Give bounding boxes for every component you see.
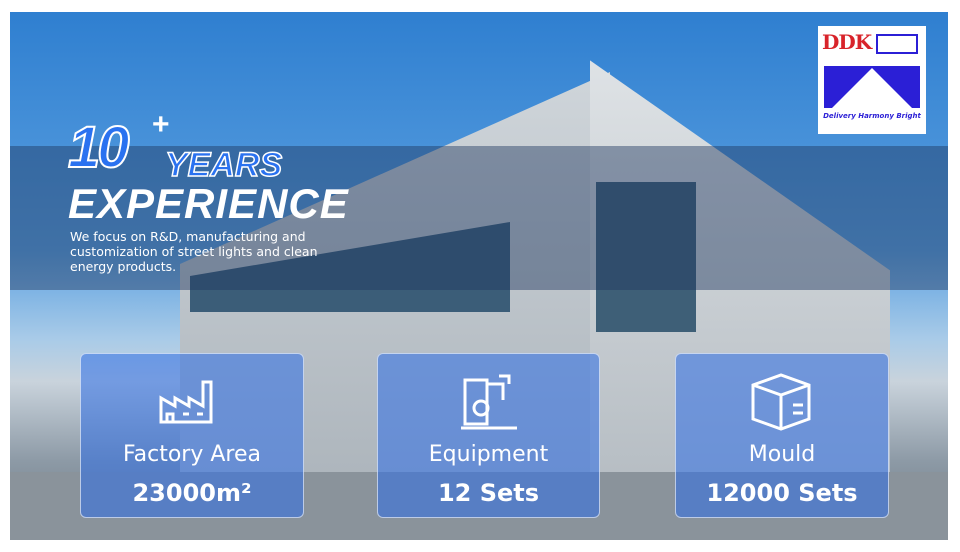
machine-icon — [378, 366, 599, 436]
stat-label: Mould — [748, 442, 816, 467]
logo-brand: DDK — [822, 30, 872, 54]
sign-icon — [876, 34, 918, 54]
stat-value: 12 Sets — [437, 479, 540, 507]
plus-sign: + — [152, 108, 170, 141]
experience-heading: EXPERIENCE — [68, 180, 349, 227]
factory-icon — [81, 366, 303, 436]
text-band — [10, 146, 948, 290]
stat-card-equipment: Equipment 12 Sets — [377, 353, 600, 518]
years-label: YEARS — [164, 145, 283, 185]
stat-label: Equipment — [428, 442, 549, 467]
logo-tagline: Delivery Harmony Bright — [823, 112, 921, 120]
stat-card-mould: Mould 12000 Sets — [675, 353, 889, 518]
stat-value: 12000 Sets — [706, 479, 858, 507]
company-description: We focus on R&D, manufacturing and custo… — [70, 229, 318, 274]
stat-value: 23000m² — [132, 479, 252, 507]
stat-card-factory: Factory Area 23000m² — [80, 353, 304, 518]
years-number: 10 — [67, 114, 130, 181]
box-icon — [676, 366, 888, 436]
ddk-logo: DDK Delivery Harmony Bright — [818, 26, 926, 134]
road-icon — [824, 66, 920, 108]
windows-side — [596, 182, 696, 332]
stat-label: Factory Area — [123, 442, 261, 467]
